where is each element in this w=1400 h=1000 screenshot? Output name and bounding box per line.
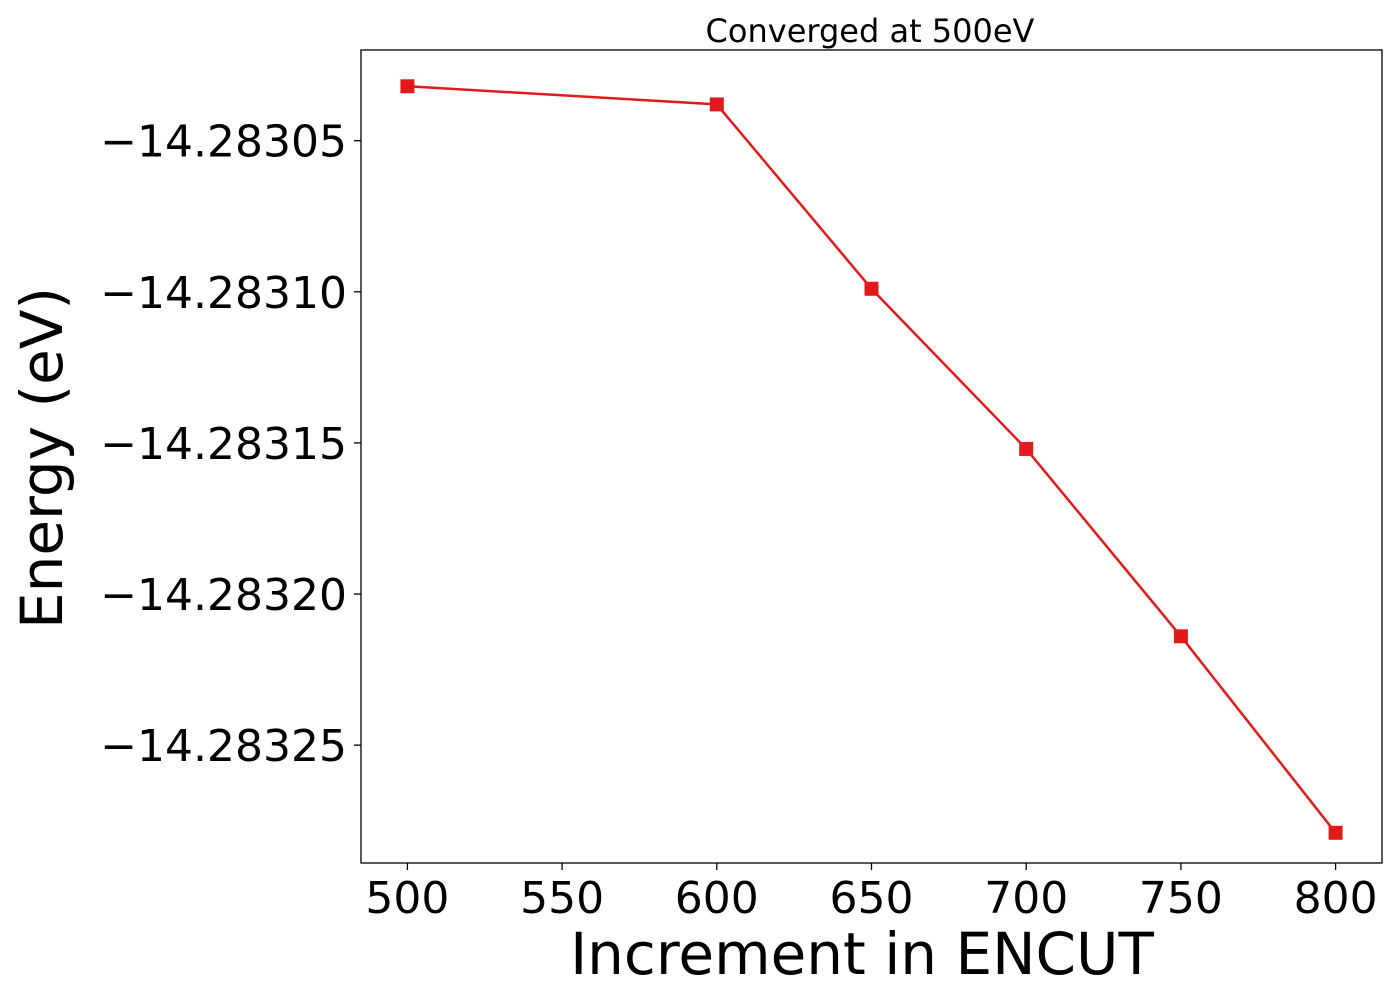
chart-title: Converged at 500eV [706,12,1035,50]
x-tick-label: 550 [520,873,604,924]
y-axis: −14.28305 −14.28310 −14.28315 −14.28320 −14.… [100,117,361,772]
data-point [1173,629,1188,644]
x-tick-label: 500 [365,873,449,924]
x-tick-label: 800 [1294,873,1378,924]
y-tick-label: −14.28305 [100,117,347,168]
plot-area [360,49,1383,864]
y-tick-label: −14.28320 [100,570,347,621]
data-point [1328,825,1343,840]
y-tick-label: −14.28310 [100,268,347,319]
y-axis-label: Energy (eV) [8,287,76,629]
y-tick-label: −14.28315 [100,419,347,470]
data-point [864,281,879,296]
plot-frame [360,49,1383,864]
x-tick-label: 700 [984,873,1068,924]
x-axis: 500 550 600 650 700 750 800 [365,863,1378,924]
x-tick-label: 600 [675,873,759,924]
data-point [709,97,724,112]
x-axis-label: Increment in ENCUT [570,920,1154,988]
y-tick-label: −14.28325 [100,721,347,772]
series-line [407,85,1337,834]
x-tick-label: 650 [830,873,914,924]
x-tick-label: 750 [1139,873,1223,924]
data-point [400,79,415,94]
series-layer [400,79,1343,840]
data-point [1019,441,1034,456]
